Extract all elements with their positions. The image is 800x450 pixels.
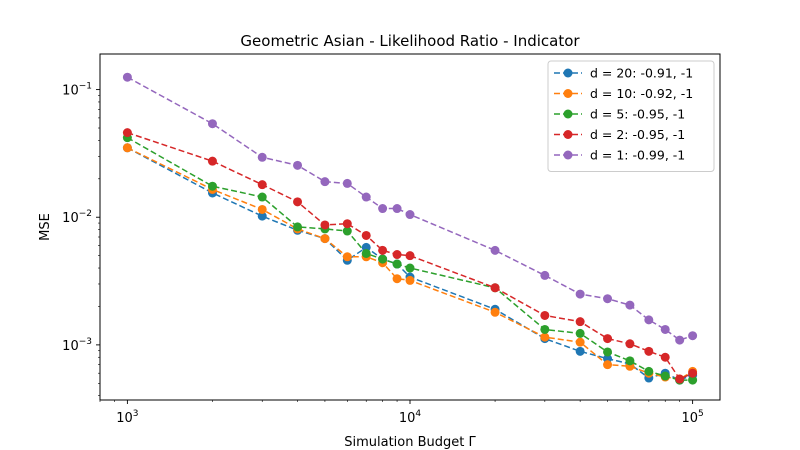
legend-label: d = 2: -0.95, -1 <box>590 127 685 142</box>
series-2-point <box>342 226 352 236</box>
legend-swatch-marker <box>563 109 573 119</box>
series-4-point <box>675 335 685 345</box>
series-1-point <box>575 337 585 347</box>
y-tick-label: 10−1 <box>62 82 92 99</box>
series-3-point <box>688 368 698 378</box>
series-3-point <box>342 219 352 229</box>
series-3-point <box>675 374 685 384</box>
series-2-point <box>405 263 415 273</box>
series-4-point <box>293 160 303 170</box>
series-3-point <box>603 334 613 344</box>
series-4-point <box>405 210 415 220</box>
legend-label: d = 5: -0.95, -1 <box>590 107 685 122</box>
series-2-point <box>540 324 550 334</box>
series-4-point <box>688 331 698 341</box>
series-4-point <box>490 245 500 255</box>
series-2-point <box>575 328 585 338</box>
x-axis-ticks: 103 104 105 <box>99 400 704 426</box>
legend-swatch-marker <box>563 130 573 139</box>
series-layer <box>122 72 698 385</box>
series-2-point <box>257 192 267 202</box>
series-1-point <box>405 275 415 285</box>
series-3-point <box>392 250 402 260</box>
series-1-point <box>342 252 352 262</box>
y-axis-ticks: 10−3 10−2 10−1 <box>62 82 100 396</box>
series-4-point <box>122 72 132 82</box>
series-3-point <box>625 339 635 349</box>
legend-label: d = 10: -0.92, -1 <box>590 86 693 101</box>
series-2-point <box>603 347 613 357</box>
series-3-point <box>575 317 585 327</box>
series-2-point <box>378 254 388 264</box>
series-4-point <box>392 204 402 214</box>
series-1-point <box>490 307 500 317</box>
series-1-point <box>122 143 132 153</box>
series-2-point <box>660 371 670 381</box>
series-3-point <box>540 310 550 320</box>
legend: d = 20: -0.91, -1 d = 10: -0.92, -1 d = 5:… <box>547 60 715 172</box>
series-1-point <box>257 204 267 214</box>
series-4-point <box>342 178 352 188</box>
series-3-point <box>660 352 670 362</box>
series-3-point <box>405 251 415 261</box>
x-tick-label: 105 <box>681 409 703 426</box>
legend-label: d = 1: -0.99, -1 <box>590 148 685 163</box>
legend-swatch-marker <box>563 68 573 78</box>
legend-box <box>547 60 715 172</box>
series-3-point <box>361 230 371 240</box>
series-4-point <box>625 300 635 310</box>
series-4-point <box>257 152 267 162</box>
series-3-point <box>644 346 654 356</box>
series-2-point <box>293 222 303 232</box>
legend-swatch-marker <box>563 150 573 160</box>
series-1-point <box>320 234 330 244</box>
legend-swatch-marker <box>563 89 573 98</box>
series-2-point <box>644 366 654 376</box>
chart-title: Geometric Asian - Likelihood Ratio - Ind… <box>240 32 580 50</box>
series-0-point <box>575 346 585 356</box>
legend-label: d = 20: -0.91, -1 <box>590 66 693 81</box>
y-tick-label: 10−3 <box>62 337 92 354</box>
series-3-point <box>490 283 500 293</box>
series-1-point <box>540 332 550 342</box>
series-4-point <box>644 315 654 325</box>
series-4-point <box>207 119 217 129</box>
series-3-point <box>293 197 303 207</box>
series-4-point <box>603 294 613 304</box>
series-4-point <box>540 270 550 280</box>
y-tick-label: 10−2 <box>62 209 92 226</box>
series-4-point <box>378 204 388 214</box>
series-2-point <box>392 259 402 269</box>
series-4-point <box>575 289 585 299</box>
series-2-point <box>207 181 217 191</box>
x-axis-label: Simulation Budget Γ <box>344 435 476 450</box>
series-3-point <box>378 245 388 255</box>
series-4-point <box>660 324 670 334</box>
y-axis-label: MSE <box>38 213 53 241</box>
series-2-point <box>688 375 698 385</box>
series-2-point <box>361 248 371 258</box>
series-3-point <box>257 180 267 190</box>
series-0-point <box>257 211 267 221</box>
series-2-point <box>625 356 635 366</box>
series-3-point <box>320 220 330 230</box>
x-tick-label: 104 <box>399 409 422 426</box>
series-3-point <box>122 128 132 138</box>
series-4-point <box>361 192 371 202</box>
series-3-point <box>207 156 217 166</box>
series-1-point <box>392 274 402 284</box>
series-4-point <box>320 177 330 187</box>
x-tick-label: 103 <box>116 409 138 426</box>
series-1-point <box>603 360 613 370</box>
